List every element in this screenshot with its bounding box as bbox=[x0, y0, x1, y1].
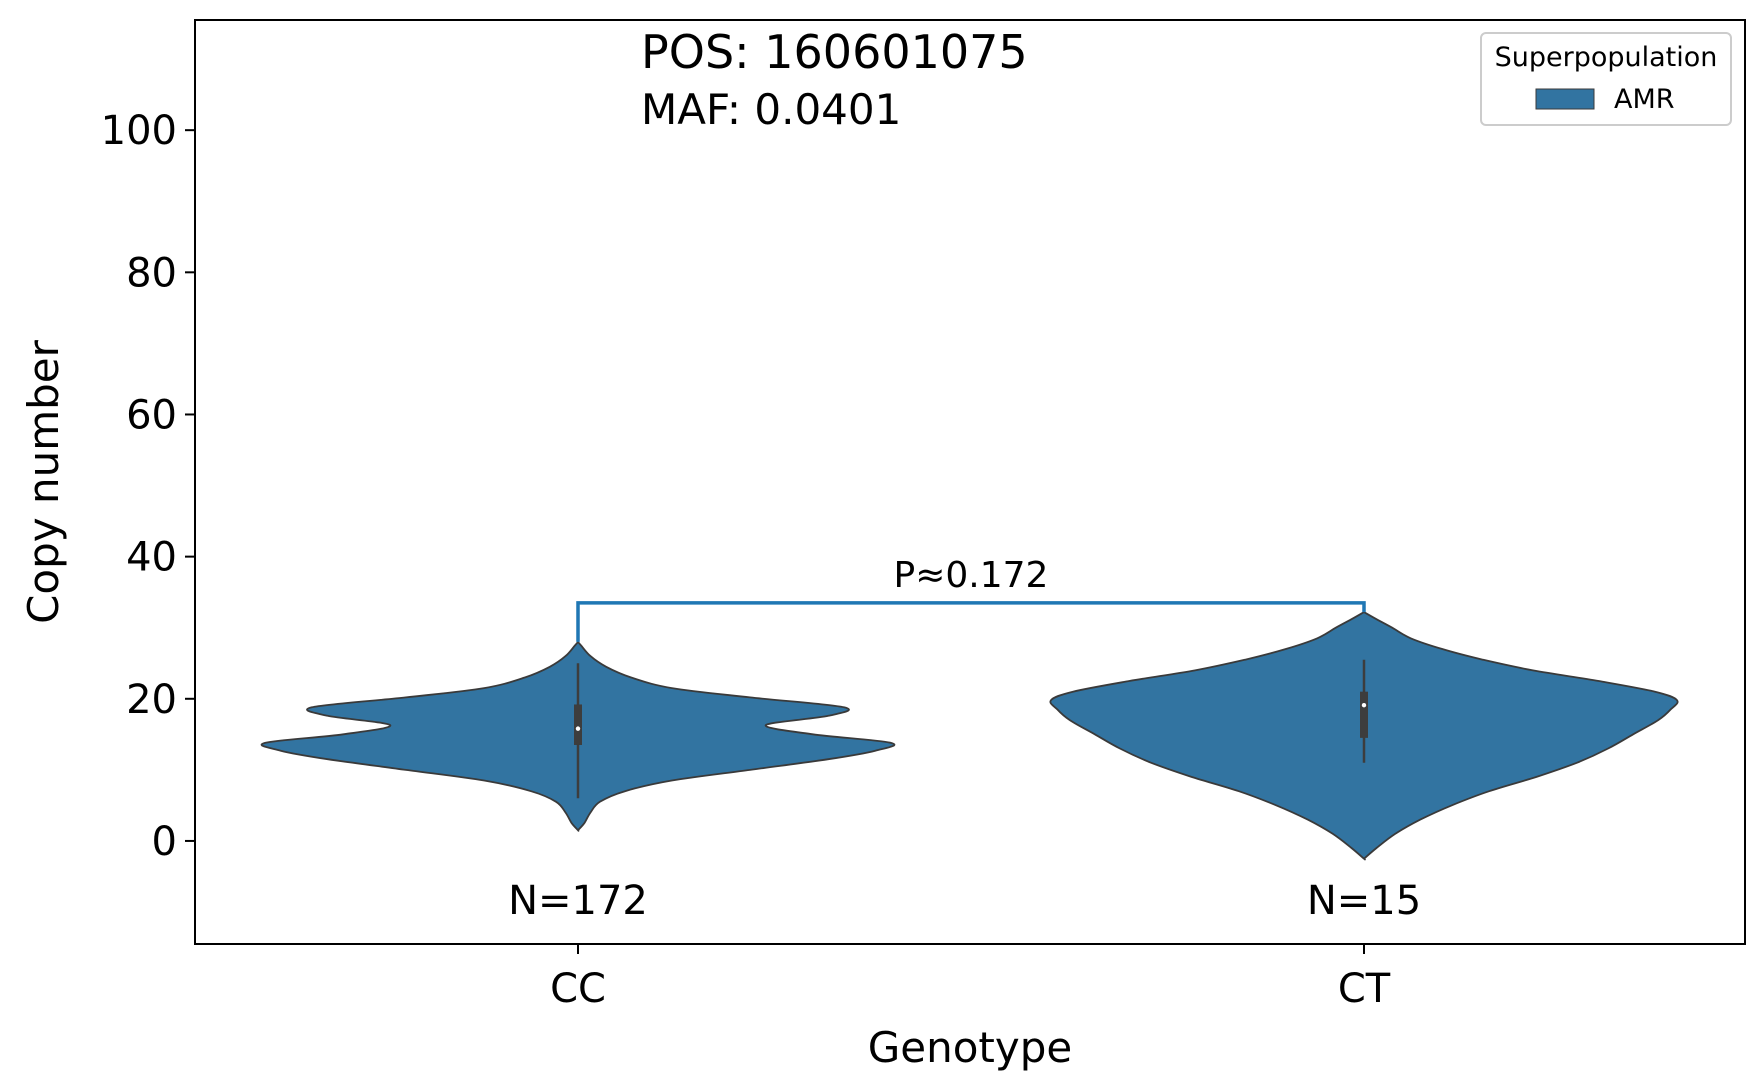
legend: Superpopulation AMR bbox=[1480, 32, 1732, 126]
legend-title: Superpopulation bbox=[1495, 42, 1718, 73]
position-annotation: POS: 160601075 bbox=[641, 25, 1028, 79]
y-tick-label: 60 bbox=[126, 392, 177, 438]
y-tick-label: 0 bbox=[152, 819, 177, 865]
x-tick-label-ct: CT bbox=[1338, 966, 1391, 1012]
legend-swatch-amr bbox=[1535, 88, 1595, 110]
y-tick-label: 20 bbox=[126, 677, 177, 723]
median-point-cc bbox=[575, 726, 581, 731]
iqr-box-ct bbox=[1360, 691, 1368, 738]
x-tick-label-cc: CC bbox=[550, 966, 606, 1012]
n-label-ct: N=15 bbox=[1307, 878, 1421, 924]
x-axis-label: Genotype bbox=[868, 1023, 1073, 1072]
maf-annotation: MAF: 0.0401 bbox=[641, 85, 901, 134]
y-tick-label: 100 bbox=[101, 108, 177, 154]
x-axis-ticks: CC CT bbox=[550, 944, 1391, 1012]
iqr-box-cc bbox=[574, 704, 582, 745]
y-tick-label: 40 bbox=[126, 535, 177, 581]
sample-size-labels: N=172 N=15 bbox=[508, 878, 1421, 924]
y-axis-label: Copy number bbox=[19, 339, 68, 624]
y-tick-label: 80 bbox=[126, 250, 177, 296]
n-label-cc: N=172 bbox=[508, 878, 648, 924]
significance-bracket: P≈0.172 bbox=[576, 555, 1366, 642]
median-point-ct bbox=[1361, 702, 1367, 708]
p-value-label: P≈0.172 bbox=[894, 555, 1049, 596]
bracket-line bbox=[576, 601, 1366, 642]
y-axis-ticks: 0 20 40 60 80 100 bbox=[101, 108, 195, 865]
legend-label-amr: AMR bbox=[1614, 84, 1675, 115]
plot-frame bbox=[194, 19, 1746, 945]
